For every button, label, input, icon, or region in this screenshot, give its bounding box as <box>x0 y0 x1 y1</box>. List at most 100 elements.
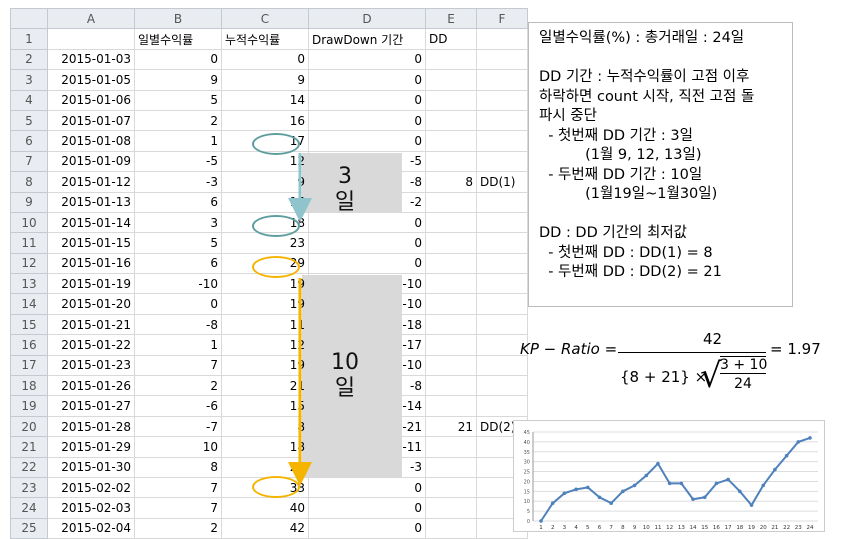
drawdown-period-cell[interactable]: -18 <box>308 313 426 336</box>
row-header[interactable]: 10 <box>10 211 48 234</box>
x-tick-label: 19 <box>748 525 755 531</box>
date-cell[interactable]: 2015-01-19 <box>47 273 135 295</box>
note-line: DD : DD 기간의 최저값 <box>539 225 688 241</box>
formula-numerator: 42 <box>702 330 723 348</box>
row-header[interactable]: 19 <box>10 395 48 417</box>
drawdown-period-cell[interactable]: -10 <box>308 273 426 295</box>
header-cell-c[interactable]: 누적수익률 <box>221 28 309 50</box>
x-tick-label: 18 <box>736 525 743 531</box>
x-tick-label: 3 <box>563 525 567 531</box>
y-tick-label: 40 <box>524 440 530 446</box>
table-row: 9 2015-01-13 6 15 -2 <box>10 191 528 213</box>
note-line: 하락하면 count 시작, 직전 고점 돌 <box>539 88 755 105</box>
note-line: 파시 중단 <box>539 108 597 124</box>
date-cell[interactable]: 2015-01-13 <box>47 191 135 213</box>
dd2-unit: 일 <box>334 376 356 401</box>
date-cell[interactable]: 2015-01-09 <box>47 150 135 173</box>
date-cell[interactable]: 2015-01-20 <box>47 293 135 315</box>
row-header[interactable]: 8 <box>10 171 48 193</box>
date-cell[interactable]: 2015-01-08 <box>47 130 135 152</box>
dd2-period-label: 10 일 <box>325 350 365 402</box>
y-tick-label: 20 <box>524 479 530 485</box>
data-point <box>784 453 789 458</box>
daily-return-cell[interactable]: 10 <box>134 436 222 458</box>
row-header[interactable]: 1 <box>10 28 48 50</box>
dd1-count: 3 <box>338 164 352 189</box>
date-cell[interactable]: 2015-01-05 <box>47 69 135 91</box>
row-header[interactable]: 4 <box>10 89 48 111</box>
x-tick-label: 13 <box>678 525 685 531</box>
x-tick-label: 10 <box>643 525 650 531</box>
note-line: - 첫번째 DD 기간 : 3일 <box>539 127 693 144</box>
data-point <box>597 495 602 500</box>
row-header[interactable]: 5 <box>10 109 48 132</box>
dd2-count: 10 <box>331 350 359 375</box>
row-header[interactable]: 17 <box>10 354 48 377</box>
note-line: - 두번째 DD 기간 : 10일 <box>539 166 703 183</box>
cumulative-return-cell[interactable]: 14 <box>221 89 309 111</box>
recovery-circle-c23 <box>252 476 300 498</box>
x-tick-label: 17 <box>725 525 732 531</box>
row-header[interactable]: 18 <box>10 375 48 397</box>
column-header-a[interactable]: A <box>47 7 135 30</box>
data-point <box>632 483 637 488</box>
data-point <box>808 436 812 440</box>
row-header[interactable]: 25 <box>10 517 48 539</box>
date-cell[interactable]: 2015-01-30 <box>47 456 135 478</box>
row-header[interactable]: 20 <box>10 415 48 438</box>
x-tick-label: 9 <box>633 525 637 531</box>
row-header[interactable]: 11 <box>10 232 48 254</box>
x-tick-label: 8 <box>621 525 625 531</box>
sqrt-icon: √ <box>700 356 722 396</box>
date-cell[interactable]: 2015-01-06 <box>47 89 135 111</box>
data-point <box>738 489 742 494</box>
y-tick-label: 35 <box>524 450 530 456</box>
x-tick-label: 20 <box>760 525 767 531</box>
data-point <box>585 485 590 490</box>
x-tick-label: 11 <box>654 525 661 531</box>
y-tick-label: 10 <box>524 499 530 505</box>
row-header[interactable]: 23 <box>10 476 48 499</box>
x-tick-label: 14 <box>690 525 697 531</box>
data-point <box>609 501 613 505</box>
row-header[interactable]: 22 <box>10 456 48 478</box>
x-tick-label: 21 <box>771 525 778 531</box>
column-header-d[interactable]: D <box>308 7 426 30</box>
column-header-e[interactable]: E <box>425 7 477 30</box>
date-cell[interactable]: 2015-01-03 <box>47 48 135 71</box>
peak-circle-c6 <box>252 133 300 155</box>
dd1-unit: 일 <box>334 190 356 215</box>
drawdown-period-cell[interactable]: -21 <box>308 415 426 438</box>
row-header[interactable]: 21 <box>10 436 48 458</box>
date-cell[interactable]: 2015-02-02 <box>47 476 135 499</box>
x-tick-label: 24 <box>807 525 814 531</box>
dd1-period-label: 3 일 <box>330 164 360 216</box>
date-cell[interactable]: 2015-01-15 <box>47 232 135 254</box>
daily-return-cell[interactable]: -10 <box>134 273 222 295</box>
x-tick-label: 12 <box>666 525 673 531</box>
data-point <box>644 473 649 478</box>
note-line: DD 기간 : 누적수익률이 고점 이후 <box>539 69 750 85</box>
series-line <box>540 436 811 522</box>
date-cell[interactable]: 2015-01-26 <box>47 375 135 397</box>
note-line: - 첫번째 DD : DD(1) = 8 <box>539 244 713 261</box>
note-line <box>539 49 782 69</box>
date-cell[interactable]: 2015-01-16 <box>47 252 135 275</box>
table-row: 18 2015-01-26 2 21 -8 <box>10 375 528 397</box>
note-line <box>539 205 782 225</box>
data-point <box>574 487 578 492</box>
y-tick-label: 30 <box>524 460 530 466</box>
data-point <box>796 440 801 444</box>
column-header-f[interactable]: F <box>476 7 528 30</box>
dd-label-cell[interactable]: DD(1) <box>476 171 528 193</box>
x-tick-label: 7 <box>609 525 613 531</box>
x-tick-label: 23 <box>795 525 802 531</box>
x-tick-label: 2 <box>551 525 555 531</box>
y-tick-label: 5 <box>527 509 530 515</box>
date-cell[interactable]: 2015-01-12 <box>47 171 135 193</box>
row-header[interactable]: 16 <box>10 334 48 356</box>
date-cell[interactable]: 2015-01-22 <box>47 334 135 356</box>
note-line: 일별수익률(%) : 총거래일 : 24일 <box>539 30 745 46</box>
data-point <box>621 489 625 494</box>
